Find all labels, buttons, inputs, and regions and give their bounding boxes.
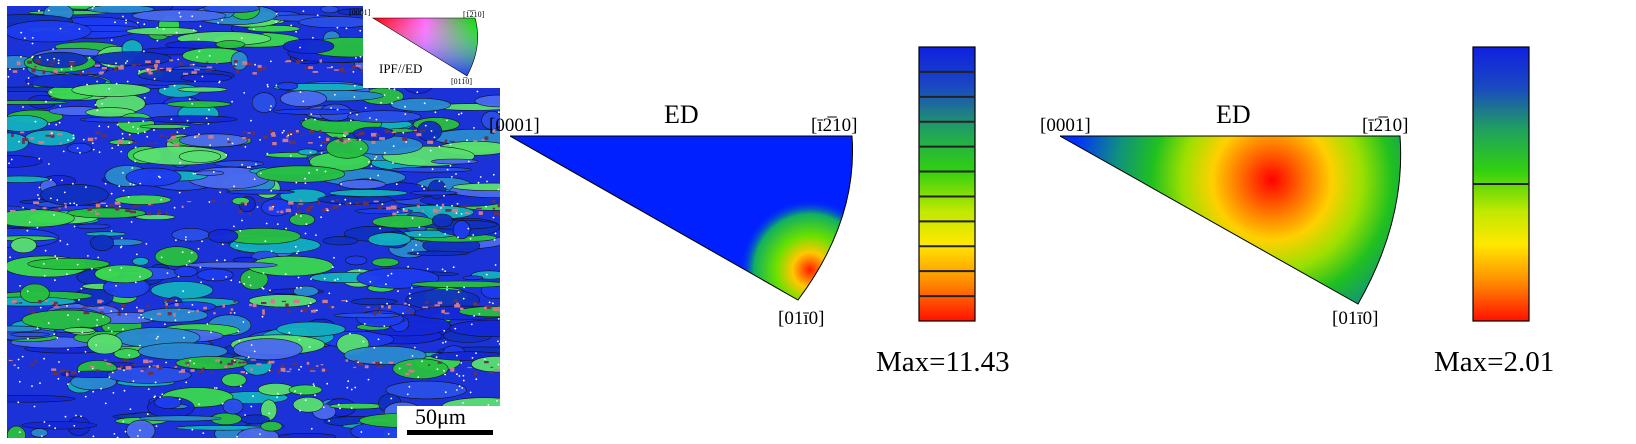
ipf-left-triangle	[510, 135, 854, 301]
scale-bar-label: 50μm	[415, 404, 466, 429]
ipf-right-pole-0001: [0001]	[1040, 115, 1091, 136]
ipf-right-max: Max=2.01	[1434, 346, 1555, 378]
key-pole-0110: [011̅0]	[451, 77, 473, 86]
ipf-right-pole-1210: [ī2̅10]	[1362, 115, 1409, 136]
ipf-right-triangle	[1060, 135, 1402, 305]
ipf-left-max: Max=11.43	[876, 346, 1010, 378]
key-pole-0001: [0001]	[349, 8, 371, 17]
ipf-left-pole-0001: [0001]	[489, 115, 540, 136]
scale-bar-box: 50μm	[397, 404, 500, 438]
ipf-color-key: [0001] [1̅2̅10] [011̅0] IPF//ED	[349, 6, 500, 88]
colorbar-right-scale	[1472, 46, 1530, 322]
scale-bar	[407, 430, 493, 435]
ipf-key-triangle	[371, 17, 478, 77]
colorbar-left	[918, 46, 976, 322]
ipf-left: ED	[510, 100, 870, 340]
ipf-right-ed-label: ED	[1216, 100, 1251, 129]
colorbar-left-scale	[918, 46, 976, 322]
key-label: IPF//ED	[379, 61, 423, 76]
ipf-left-pole-0110: [01ī0]	[778, 308, 825, 329]
ebsd-ipf-map: [0001] [1̅2̅10] [011̅0] IPF//ED 50μm	[7, 6, 500, 438]
ipf-right: ED	[1060, 100, 1420, 340]
ipf-right-pole-0110: [01ī0]	[1332, 308, 1379, 329]
ipf-left-ed-label: ED	[664, 100, 699, 129]
colorbar-right	[1472, 46, 1530, 322]
ipf-left-pole-1210: [ī2̅10]	[811, 115, 858, 136]
key-pole-1210: [1̅2̅10]	[463, 10, 485, 19]
